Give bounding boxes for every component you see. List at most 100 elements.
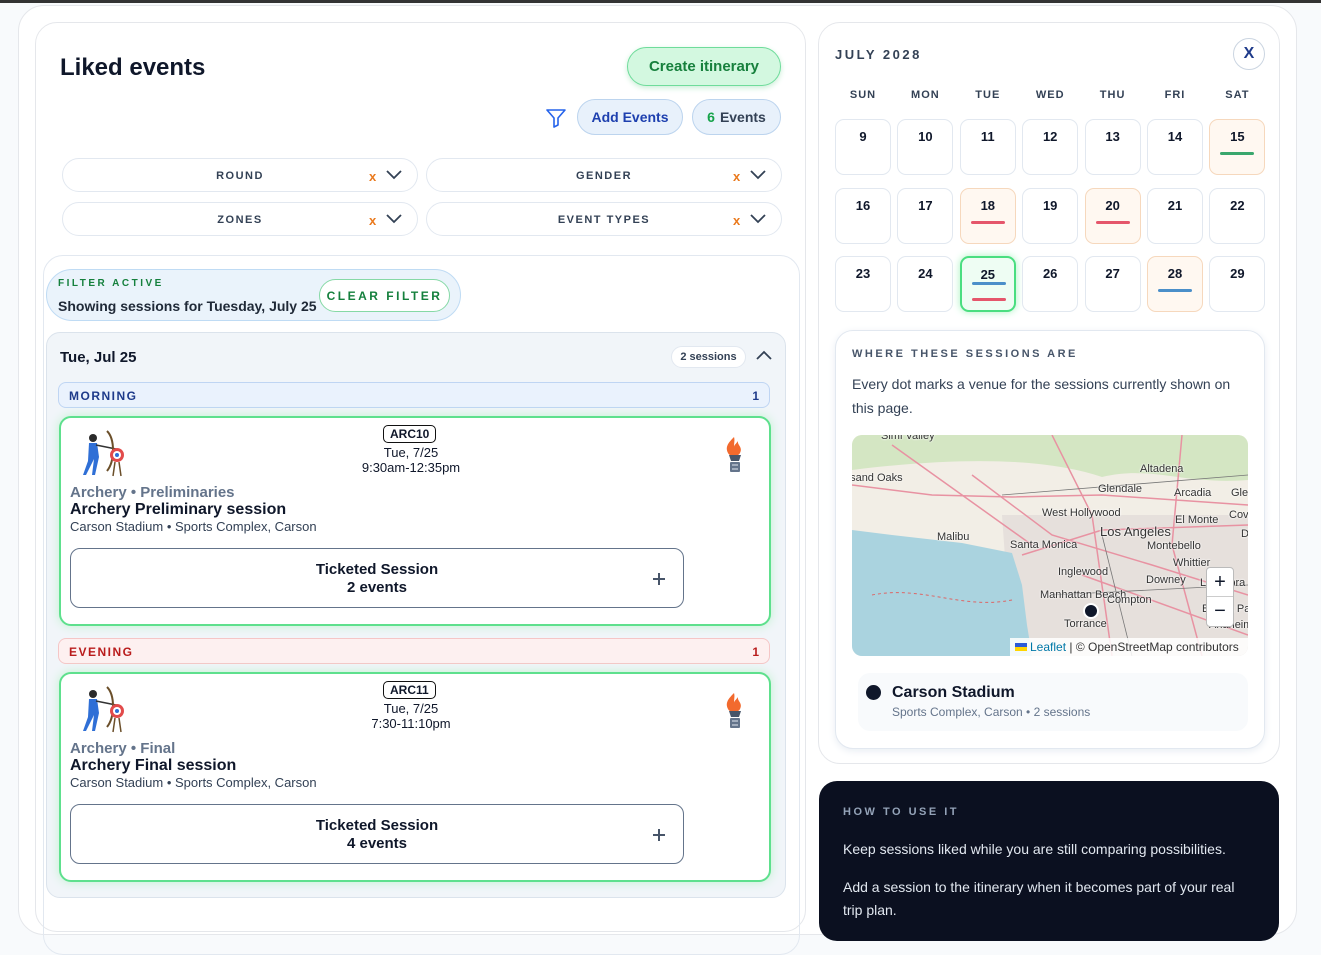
ticket-button[interactable]: Ticketed Session 2 events: [70, 548, 684, 608]
day-cell[interactable]: 29: [1209, 256, 1266, 312]
ticket-title: Ticketed Session: [315, 817, 439, 834]
day-cell[interactable]: 14: [1147, 119, 1203, 175]
map-label: Altadena: [1140, 463, 1184, 475]
weekday: WED: [1035, 89, 1065, 101]
day-cell[interactable]: 26: [1022, 256, 1079, 312]
map-label: El Monte: [1175, 514, 1219, 526]
session-title: Archery Preliminary session: [70, 501, 287, 518]
map-label: West Hollywood: [1042, 507, 1121, 519]
howto-card: HOW TO USE IT Keep sessions liked while …: [819, 781, 1279, 941]
map[interactable]: Simi Valley Thousand Oaks Altadena Glendale…: [852, 435, 1248, 656]
count: 6: [707, 109, 715, 125]
day-cell[interactable]: 13: [1084, 119, 1141, 175]
session-title: Archery Final session: [70, 757, 237, 774]
ticket-events: 4 events: [346, 835, 408, 852]
day-cell[interactable]: 23: [835, 256, 891, 312]
group-count: 1: [752, 389, 759, 403]
add-events[interactable]: Add Events: [577, 99, 683, 135]
events-count[interactable]: 6 Events: [692, 99, 781, 135]
session-category: Archery • Preliminaries: [70, 484, 235, 501]
chevron: [386, 214, 402, 224]
filter-clear[interactable]: x: [733, 169, 741, 184]
ticket-events: 2 events: [346, 579, 408, 596]
map-label: Whittier: [1173, 557, 1211, 569]
chevron: [386, 170, 402, 180]
time-of-day-bar: MORNING 1: [58, 382, 770, 408]
session-card[interactable]: ARC10 Tue, 7/25 9:30am-12:35pm Archery • Pr…: [59, 416, 771, 626]
venue-dot[interactable]: [1083, 603, 1099, 619]
zoom-in[interactable]: +: [1207, 568, 1233, 597]
day-cell[interactable]: 28: [1147, 256, 1203, 312]
map-label: Manhattan Beach: [1040, 589, 1127, 601]
map-tiles: [852, 435, 1248, 656]
zoom-control: + −: [1206, 567, 1234, 627]
day-cell[interactable]: 27: [1084, 256, 1141, 312]
day-title: Tue, Jul 25: [60, 349, 137, 366]
map-label: Covina: [1229, 509, 1248, 521]
venue-row[interactable]: Carson Stadium Sports Complex, Carson • …: [858, 673, 1248, 731]
map-label: Montebello: [1147, 540, 1201, 552]
day-marker: [971, 282, 1006, 285]
leaflet-link[interactable]: Leaflet: [1030, 640, 1067, 654]
day-number: 22: [1230, 197, 1245, 213]
chevron: [750, 214, 766, 224]
day-marker: [1220, 152, 1255, 155]
day-badge: 2 sessions: [671, 346, 746, 368]
day-cell[interactable]: 15: [1209, 119, 1266, 175]
ticket-button[interactable]: Ticketed Session 4 events: [70, 804, 684, 864]
filter-clear[interactable]: x: [733, 213, 741, 228]
clear-filter[interactable]: CLEAR FILTER: [319, 279, 450, 312]
day-cell[interactable]: 18: [959, 187, 1016, 244]
day-cell[interactable]: 21: [1147, 187, 1203, 244]
filter-clear[interactable]: x: [369, 213, 377, 228]
day-cell[interactable]: 19: [1022, 187, 1079, 244]
day-cell[interactable]: 25: [959, 256, 1016, 312]
map-label: Inglewood: [1058, 566, 1109, 578]
filter-icon[interactable]: [544, 106, 568, 130]
chevron: [750, 170, 766, 180]
day-number: 21: [1167, 197, 1183, 213]
torch-icon: [726, 437, 741, 472]
day-number: 9: [859, 129, 867, 144]
day-cell[interactable]: 17: [897, 187, 954, 244]
day-cell[interactable]: 16: [835, 187, 891, 244]
day-number: 15: [1230, 129, 1245, 144]
sport-icon: [83, 686, 124, 733]
day-number: 25: [980, 267, 996, 282]
day-number: 16: [855, 197, 871, 213]
session-card[interactable]: ARC11 Tue, 7/25 7:30-11:10pm Archery • Fina…: [59, 672, 771, 882]
filter-dropdown[interactable]: ZONES x: [62, 202, 418, 236]
filter-label: ROUND: [216, 170, 264, 182]
day-cell[interactable]: 11: [959, 119, 1016, 175]
map-text: Every dot marks a venue for the sessions…: [852, 376, 1231, 416]
filter-label: GENDER: [575, 170, 633, 182]
day-cell[interactable]: 20: [1084, 187, 1141, 244]
filter-dropdown[interactable]: GENDER x: [426, 158, 782, 192]
session-date: Tue, 7/25: [383, 701, 439, 716]
time-of-day-bar: EVENING 1: [58, 638, 770, 664]
day-cell[interactable]: 12: [1022, 119, 1079, 175]
venue-name: Carson Stadium: [892, 684, 1015, 701]
day-cell[interactable]: 24: [897, 256, 954, 312]
filter-clear[interactable]: x: [369, 169, 377, 184]
collapse[interactable]: [755, 348, 773, 362]
venue-detail: Sports Complex, Carson • 2 sessions: [892, 705, 1091, 719]
filter-dropdown[interactable]: ROUND x: [62, 158, 418, 192]
map-label: Thousand Oaks: [852, 472, 903, 484]
filter-dropdown[interactable]: EVENT TYPES x: [426, 202, 782, 236]
session-code: ARC11: [383, 681, 436, 699]
plus-icon: [653, 829, 665, 841]
attribution: Leaflet | © OpenStreetMap contributors: [1010, 638, 1248, 656]
howto-paragraph: Keep sessions liked while you are still …: [843, 841, 1226, 857]
day-cell[interactable]: 9: [835, 119, 891, 175]
close[interactable]: X: [1233, 38, 1265, 70]
create-itinerary[interactable]: Create itinerary: [627, 47, 781, 86]
day-number: 23: [855, 266, 871, 281]
day-cell[interactable]: 10: [897, 119, 954, 175]
day-number: 20: [1105, 197, 1120, 213]
day-cell[interactable]: 22: [1209, 187, 1266, 244]
count-label: Events: [719, 109, 766, 125]
top-edge: [0, 0, 1321, 3]
zoom-out[interactable]: −: [1214, 600, 1226, 622]
weekday: THU: [1099, 89, 1126, 101]
